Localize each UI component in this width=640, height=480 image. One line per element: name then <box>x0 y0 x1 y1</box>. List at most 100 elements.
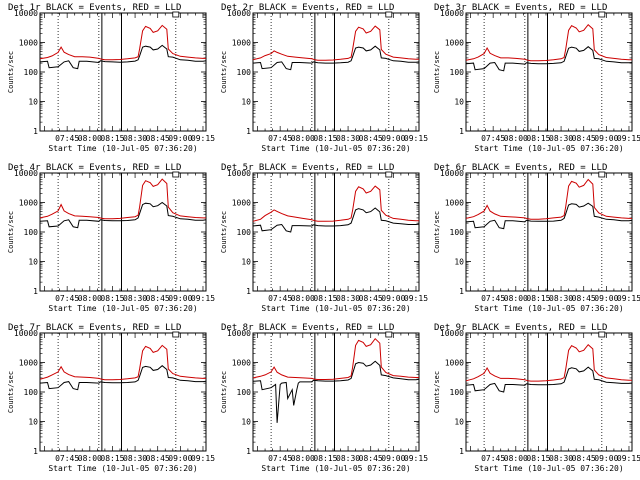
y-tick-label: 1 <box>33 127 38 136</box>
x-tick-label: 07:45 <box>55 134 79 143</box>
x-tick-label: 09:00 <box>168 454 192 463</box>
y-tick-label: 10000 <box>227 169 251 178</box>
events-series-line <box>39 365 207 391</box>
y-axis-label: Counts/sec <box>220 371 228 413</box>
x-tick-label: 08:00 <box>504 294 528 303</box>
y-tick-label: 1 <box>459 447 464 456</box>
y-axis-label: Counts/sec <box>220 211 228 253</box>
chart-panel: Det 6r BLACK = Events, RED = LLD 1 10 100 10… <box>433 163 640 313</box>
events-series-line <box>252 207 420 233</box>
chart-title: Det 5r BLACK = Events, RED = LLD <box>221 163 394 173</box>
y-axis-label: Counts/sec <box>433 211 441 253</box>
y-tick-label: 10 <box>454 258 464 267</box>
y-tick-label: 1000 <box>232 39 251 48</box>
x-tick-label: 08:30 <box>123 294 147 303</box>
plot-frame <box>465 172 633 292</box>
plot-frame <box>252 172 420 292</box>
x-tick-label: 08:45 <box>146 294 170 303</box>
lld-series-line <box>252 25 419 61</box>
x-tick-label: 09:15 <box>191 134 215 143</box>
events-series-line <box>465 202 633 230</box>
y-tick-label: 1 <box>33 447 38 456</box>
chart-title: Det 8r BLACK = Events, RED = LLD <box>221 323 394 333</box>
y-tick-label: 100 <box>237 228 252 237</box>
x-tick-label: 07:45 <box>268 294 292 303</box>
y-tick-label: 100 <box>450 228 465 237</box>
x-tick-label: 08:15 <box>526 454 550 463</box>
y-tick-label: 10000 <box>440 329 464 338</box>
x-tick-label: 07:45 <box>268 454 292 463</box>
x-tick-label: 08:00 <box>291 454 315 463</box>
x-tick-label: 07:45 <box>481 294 505 303</box>
y-tick-label: 10000 <box>440 9 464 18</box>
x-tick-label: 08:45 <box>572 134 596 143</box>
plot-frame <box>39 12 207 132</box>
x-tick-label: 09:15 <box>404 134 428 143</box>
y-tick-label: 1000 <box>232 199 251 208</box>
y-tick-label: 10 <box>241 258 251 267</box>
y-tick-label: 100 <box>24 388 39 397</box>
y-tick-label: 1000 <box>445 199 464 208</box>
lld-series-line <box>39 24 206 61</box>
attenuator-marker <box>598 171 606 178</box>
x-tick-label: 07:45 <box>268 134 292 143</box>
lld-series-line <box>252 185 419 222</box>
x-tick-label: 08:00 <box>291 294 315 303</box>
x-tick-label: 08:45 <box>359 294 383 303</box>
x-tick-label: 08:00 <box>504 454 528 463</box>
y-tick-label: 1000 <box>19 39 38 48</box>
plot-frame <box>39 332 207 452</box>
y-axis-label: Counts/sec <box>433 371 441 413</box>
y-axis-label: Counts/sec <box>7 51 15 93</box>
events-series-line <box>39 44 207 70</box>
y-axis-label: Counts/sec <box>220 51 228 93</box>
x-tick-label: 08:45 <box>572 454 596 463</box>
x-tick-label: 08:00 <box>78 134 102 143</box>
y-tick-label: 100 <box>237 388 252 397</box>
x-axis-label: Start Time (10-Jul-05 07:36:20) <box>474 304 623 313</box>
y-tick-label: 1 <box>246 287 251 296</box>
x-tick-label: 07:45 <box>481 454 505 463</box>
x-tick-label: 09:00 <box>381 294 405 303</box>
plot-frame <box>465 332 633 452</box>
x-tick-label: 07:45 <box>55 294 79 303</box>
y-tick-label: 1000 <box>19 359 38 368</box>
x-tick-label: 09:00 <box>168 134 192 143</box>
x-axis-label: Start Time (10-Jul-05 07:36:20) <box>474 464 623 473</box>
chart-panel: Det 9r BLACK = Events, RED = LLD 1 10 100 10… <box>433 323 640 473</box>
x-tick-label: 08:15 <box>100 294 124 303</box>
x-tick-label: 08:15 <box>100 134 124 143</box>
x-tick-label: 08:15 <box>313 454 337 463</box>
lld-series-line <box>465 23 632 62</box>
x-tick-label: 09:00 <box>381 454 405 463</box>
plot-frame <box>252 12 420 132</box>
y-tick-label: 10000 <box>440 169 464 178</box>
x-tick-label: 09:00 <box>594 294 618 303</box>
y-tick-label: 10 <box>241 98 251 107</box>
x-axis-label: Start Time (10-Jul-05 07:36:20) <box>474 144 623 153</box>
y-tick-label: 10 <box>454 98 464 107</box>
attenuator-marker <box>385 331 393 338</box>
x-tick-label: 08:45 <box>146 454 170 463</box>
chart-title: Det 9r BLACK = Events, RED = LLD <box>434 323 607 333</box>
x-tick-label: 09:00 <box>381 134 405 143</box>
chart-title: Det 1r BLACK = Events, RED = LLD <box>8 3 181 13</box>
y-tick-label: 1000 <box>445 359 464 368</box>
y-axis-label: Counts/sec <box>7 371 15 413</box>
x-tick-label: 08:30 <box>549 294 573 303</box>
x-tick-label: 07:45 <box>481 134 505 143</box>
x-tick-label: 09:00 <box>168 294 192 303</box>
x-axis-label: Start Time (10-Jul-05 07:36:20) <box>48 464 197 473</box>
y-tick-label: 1 <box>459 127 464 136</box>
y-tick-label: 1 <box>246 447 251 456</box>
x-tick-label: 08:00 <box>78 294 102 303</box>
y-tick-label: 100 <box>237 68 252 77</box>
chart-panel: Det 8r BLACK = Events, RED = LLD 1 10 100 10… <box>220 323 428 473</box>
chart-panel: Det 2r BLACK = Events, RED = LLD 1 10 100 10… <box>220 3 428 153</box>
x-tick-label: 08:30 <box>336 294 360 303</box>
x-axis-label: Start Time (10-Jul-05 07:36:20) <box>261 304 410 313</box>
attenuator-marker <box>172 171 180 178</box>
x-tick-label: 08:00 <box>78 454 102 463</box>
x-tick-label: 08:30 <box>123 454 147 463</box>
y-tick-label: 10 <box>28 258 38 267</box>
